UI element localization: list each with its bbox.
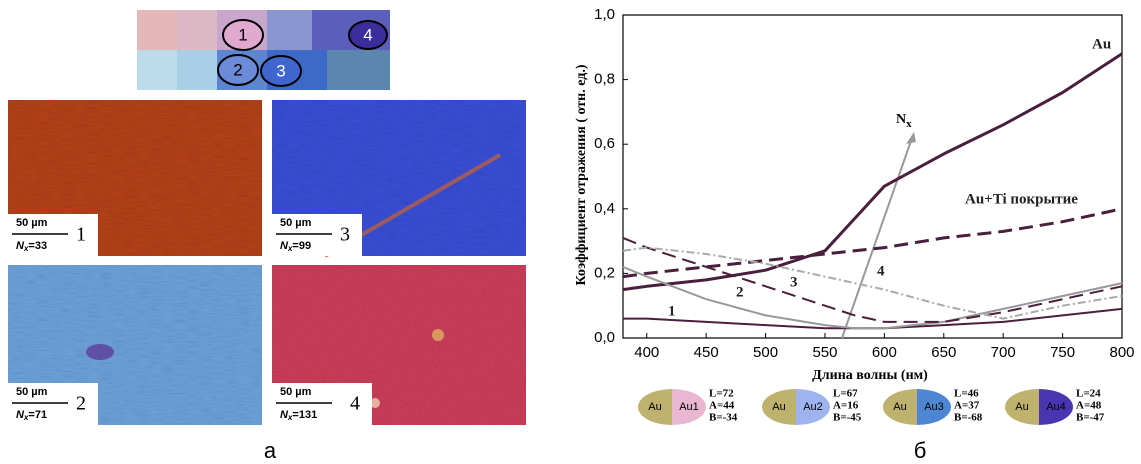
label-box bbox=[8, 383, 98, 425]
x-axis-label: Длина волны (нм) bbox=[812, 368, 928, 383]
image-index: 4 bbox=[350, 393, 360, 415]
strip-label: 1 bbox=[238, 25, 247, 44]
micrograph bbox=[8, 100, 526, 425]
series-label: Au bbox=[1092, 36, 1111, 52]
n-symbol: N bbox=[16, 409, 25, 421]
strip-label: 4 bbox=[363, 25, 372, 44]
label-box bbox=[272, 383, 372, 425]
chip-value: A=44 bbox=[709, 400, 735, 412]
caption: а bbox=[264, 438, 277, 463]
y-tick-label: 0,6 bbox=[594, 135, 615, 152]
n-value: =131 bbox=[292, 409, 317, 421]
chip-value: A=37 bbox=[954, 400, 980, 412]
chip-right-label: Au1 bbox=[679, 401, 699, 413]
chip-left bbox=[883, 389, 917, 425]
image-index: 1 bbox=[76, 224, 86, 246]
plot-frame bbox=[622, 14, 1123, 339]
n-value: =99 bbox=[292, 240, 311, 252]
chip-left bbox=[762, 389, 796, 425]
strip-label: 2 bbox=[233, 60, 242, 79]
chip-left-label: Au bbox=[893, 401, 906, 413]
x-tick-label: 550 bbox=[812, 344, 837, 361]
y-tick-label: 1,0 bbox=[594, 6, 615, 23]
series-label: 3 bbox=[790, 274, 798, 290]
chip-left-label: Au bbox=[648, 401, 661, 413]
chip-right-label: Au4 bbox=[1046, 401, 1066, 413]
chip-left bbox=[1005, 389, 1039, 425]
chip-value: B=-68 bbox=[954, 412, 983, 424]
x-tick-label: 650 bbox=[931, 344, 956, 361]
chip-right bbox=[917, 389, 951, 425]
series-line bbox=[622, 207, 1123, 279]
chip-left-label: Au bbox=[772, 401, 785, 413]
series-label: 4 bbox=[877, 263, 885, 279]
chip-right bbox=[1039, 389, 1073, 425]
y-tick-label: 0,4 bbox=[594, 200, 615, 217]
n-sub: x bbox=[23, 413, 29, 422]
label-box bbox=[8, 214, 98, 256]
chip-left bbox=[638, 389, 672, 425]
y-axis-label: Коэффициент отражения ( отн. ед.) bbox=[574, 64, 589, 285]
x-tick-label: 700 bbox=[991, 344, 1016, 361]
caption: б bbox=[914, 438, 927, 463]
n-sub: x bbox=[906, 118, 912, 130]
n-symbol: N bbox=[280, 240, 289, 252]
series-line bbox=[622, 52, 1123, 292]
y-tick-label: 0,2 bbox=[594, 264, 615, 281]
chip-value: L=67 bbox=[833, 388, 858, 400]
label-box bbox=[272, 214, 362, 256]
series-line bbox=[622, 265, 1123, 330]
n-label: Nx=71 bbox=[16, 409, 47, 422]
chip-value: L=46 bbox=[954, 388, 979, 400]
n-sub: x bbox=[287, 244, 293, 253]
x-tick-label: 750 bbox=[1050, 344, 1075, 361]
n-label: Nx=33 bbox=[16, 240, 47, 253]
y-tick-label: 0,8 bbox=[594, 71, 615, 88]
series-label: Au+Ti покрытие bbox=[965, 191, 1078, 207]
chip-right-label: Au2 bbox=[803, 401, 823, 413]
chip-value: B=-34 bbox=[709, 412, 738, 424]
scale-label: 50 µm bbox=[280, 217, 312, 229]
series-line bbox=[622, 236, 1123, 323]
series-label: 2 bbox=[736, 284, 744, 300]
series-label: 1 bbox=[668, 303, 676, 319]
x-tick-label: 600 bbox=[872, 344, 897, 361]
n-sub: x bbox=[23, 244, 29, 253]
x-tick-label: 450 bbox=[694, 344, 719, 361]
arrow-line bbox=[841, 137, 913, 339]
image-index: 2 bbox=[76, 393, 86, 415]
chip-value: L=24 bbox=[1076, 388, 1101, 400]
n-label: Nx=99 bbox=[280, 240, 311, 253]
chip-value: A=16 bbox=[833, 400, 859, 412]
chip-value: L=72 bbox=[709, 388, 734, 400]
chip-right-label: Au3 bbox=[924, 401, 944, 413]
chip-right bbox=[672, 389, 706, 425]
n-symbol: N bbox=[280, 409, 289, 421]
scale-label: 50 µm bbox=[16, 217, 48, 229]
n-value: =33 bbox=[28, 240, 47, 252]
image-index: 3 bbox=[340, 224, 350, 246]
arrow-head bbox=[906, 132, 916, 144]
chip-right bbox=[796, 389, 830, 425]
scale-label: 50 µm bbox=[16, 386, 48, 398]
chip-value: A=48 bbox=[1076, 400, 1102, 412]
chip-value: B=-45 bbox=[833, 412, 862, 424]
series-line bbox=[622, 246, 1123, 320]
n-symbol: N bbox=[896, 112, 906, 127]
color-strip bbox=[137, 10, 390, 90]
y-tick-label: 0,0 bbox=[594, 329, 615, 346]
x-tick-label: 500 bbox=[753, 344, 778, 361]
n-symbol: N bbox=[16, 240, 25, 252]
n-sub: x bbox=[287, 413, 293, 422]
chip-value: B=-47 bbox=[1076, 412, 1105, 424]
n-value: =71 bbox=[28, 409, 47, 421]
scale-label: 50 µm bbox=[280, 386, 312, 398]
x-tick-label: 800 bbox=[1109, 344, 1134, 361]
strip-label: 3 bbox=[276, 61, 285, 80]
x-tick-label: 400 bbox=[634, 344, 659, 361]
n-label: Nx=131 bbox=[280, 409, 317, 422]
arrow-label: Nx bbox=[896, 112, 912, 129]
chip-left-label: Au bbox=[1015, 401, 1028, 413]
